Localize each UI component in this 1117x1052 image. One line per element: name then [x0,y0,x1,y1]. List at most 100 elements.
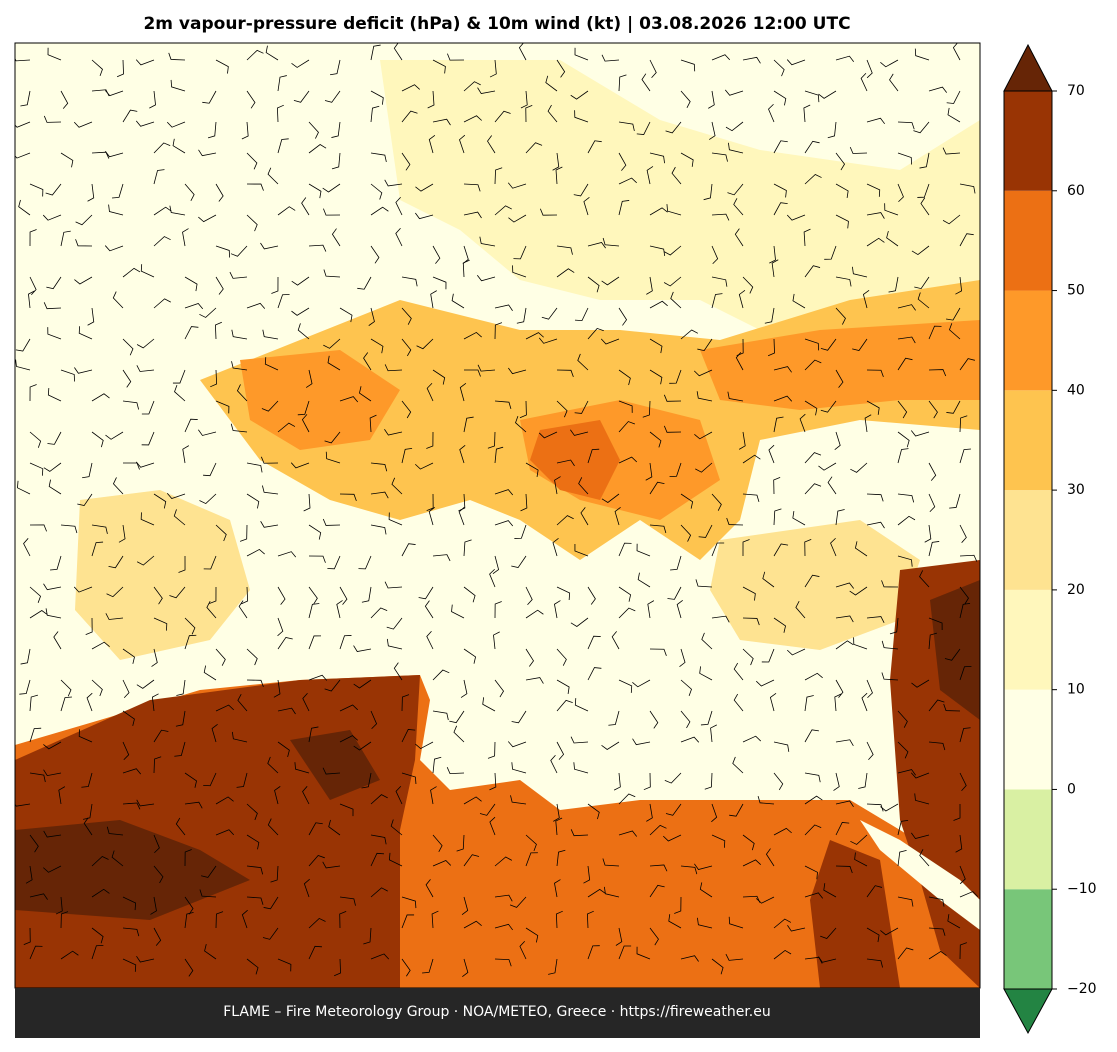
wind-barb [370,524,387,535]
wind-barb [29,727,42,743]
wind-barb [698,524,713,538]
wind-barb [203,462,217,477]
wind-barb [415,212,434,220]
wind-barb [676,599,683,619]
wind-barb [555,166,563,185]
wind-barb [574,543,589,557]
wind-barb [803,104,811,123]
wind-barb [647,600,655,619]
wind-barb [541,307,558,320]
wind-barb [924,524,932,543]
wind-barb [696,391,713,402]
wind-barb [769,245,776,264]
wind-barb [663,276,682,287]
wind-barb [370,607,388,619]
wind-barb [881,580,899,588]
wind-barb [555,817,563,836]
wind-barb [587,888,606,898]
wind-barb [850,834,868,845]
wind-barb [804,483,822,495]
wind-barb [880,927,899,936]
wind-barb [277,741,290,758]
wind-barb [897,448,909,464]
wind-barb [308,586,318,605]
wind-barb [215,183,224,202]
wind-barb [83,817,93,836]
wind-barb [78,729,93,743]
wind-barb [773,140,788,154]
wind-barb [680,710,691,729]
wind-barb [20,90,31,107]
wind-barb [458,493,466,512]
wind-barb [353,679,372,689]
wind-barb [773,59,785,77]
colorbar-tick-label: 20 [1067,582,1085,598]
wind-barb [122,768,142,775]
wind-barb [738,290,746,309]
wind-barb [388,852,403,867]
wind-barb [733,662,744,681]
wind-barb [274,786,281,805]
colorbar-bin [1004,889,1052,989]
wind-barb [29,893,48,900]
wind-barb [727,183,744,196]
wind-barb [446,767,465,775]
wind-barb [391,477,403,495]
wind-barb [178,555,186,573]
wind-barb [302,786,310,805]
wind-barb [301,197,310,216]
wind-barb [637,572,651,588]
wind-barb [773,366,792,373]
wind-barb [122,710,135,726]
wind-barb [587,448,600,464]
wind-barb [804,265,821,278]
wind-barb [649,245,666,257]
wind-barb [804,729,819,743]
wind-barb [393,662,403,681]
wind-barb [122,896,137,911]
wind-barb [238,600,248,619]
wind-barb [215,911,224,929]
wind-barb [942,147,961,155]
wind-barb [742,276,754,294]
wind-barb [267,167,279,185]
wind-barb [835,183,849,198]
wind-barb [42,214,62,221]
wind-barb [767,338,775,357]
wind-barb [680,736,700,743]
wind-barb [680,493,694,509]
wind-barb [122,648,135,664]
wind-barb [853,637,868,650]
wind-barb [601,276,620,286]
wind-barb [959,865,966,885]
wind-barb [911,245,930,256]
wind-barb [370,710,378,730]
wind-barb [866,212,885,219]
wind-barb [141,400,155,415]
wind-barb [804,695,814,712]
wind-barb [184,326,199,340]
wind-barb [206,601,217,619]
wind-barb [919,570,930,588]
wind-barb [153,236,171,247]
wind-barb [395,228,403,247]
wind-barb [649,152,665,164]
wind-barb [618,679,633,693]
wind-barb [401,84,420,92]
wind-barb [153,756,162,774]
wind-barb [331,121,341,138]
wind-barb [203,555,217,570]
wind-barb [43,830,62,838]
wind-barb [60,950,79,960]
wind-barb [835,369,844,388]
wind-barb [15,359,31,371]
wind-barb [463,331,482,340]
wind-barb [60,679,72,697]
wind-barb [370,338,384,354]
wind-barb [773,772,784,791]
wind-barb [489,59,497,78]
wind-barb [203,772,217,787]
wind-barb [587,635,601,650]
wind-barb [324,90,341,103]
wind-barb [928,400,938,419]
